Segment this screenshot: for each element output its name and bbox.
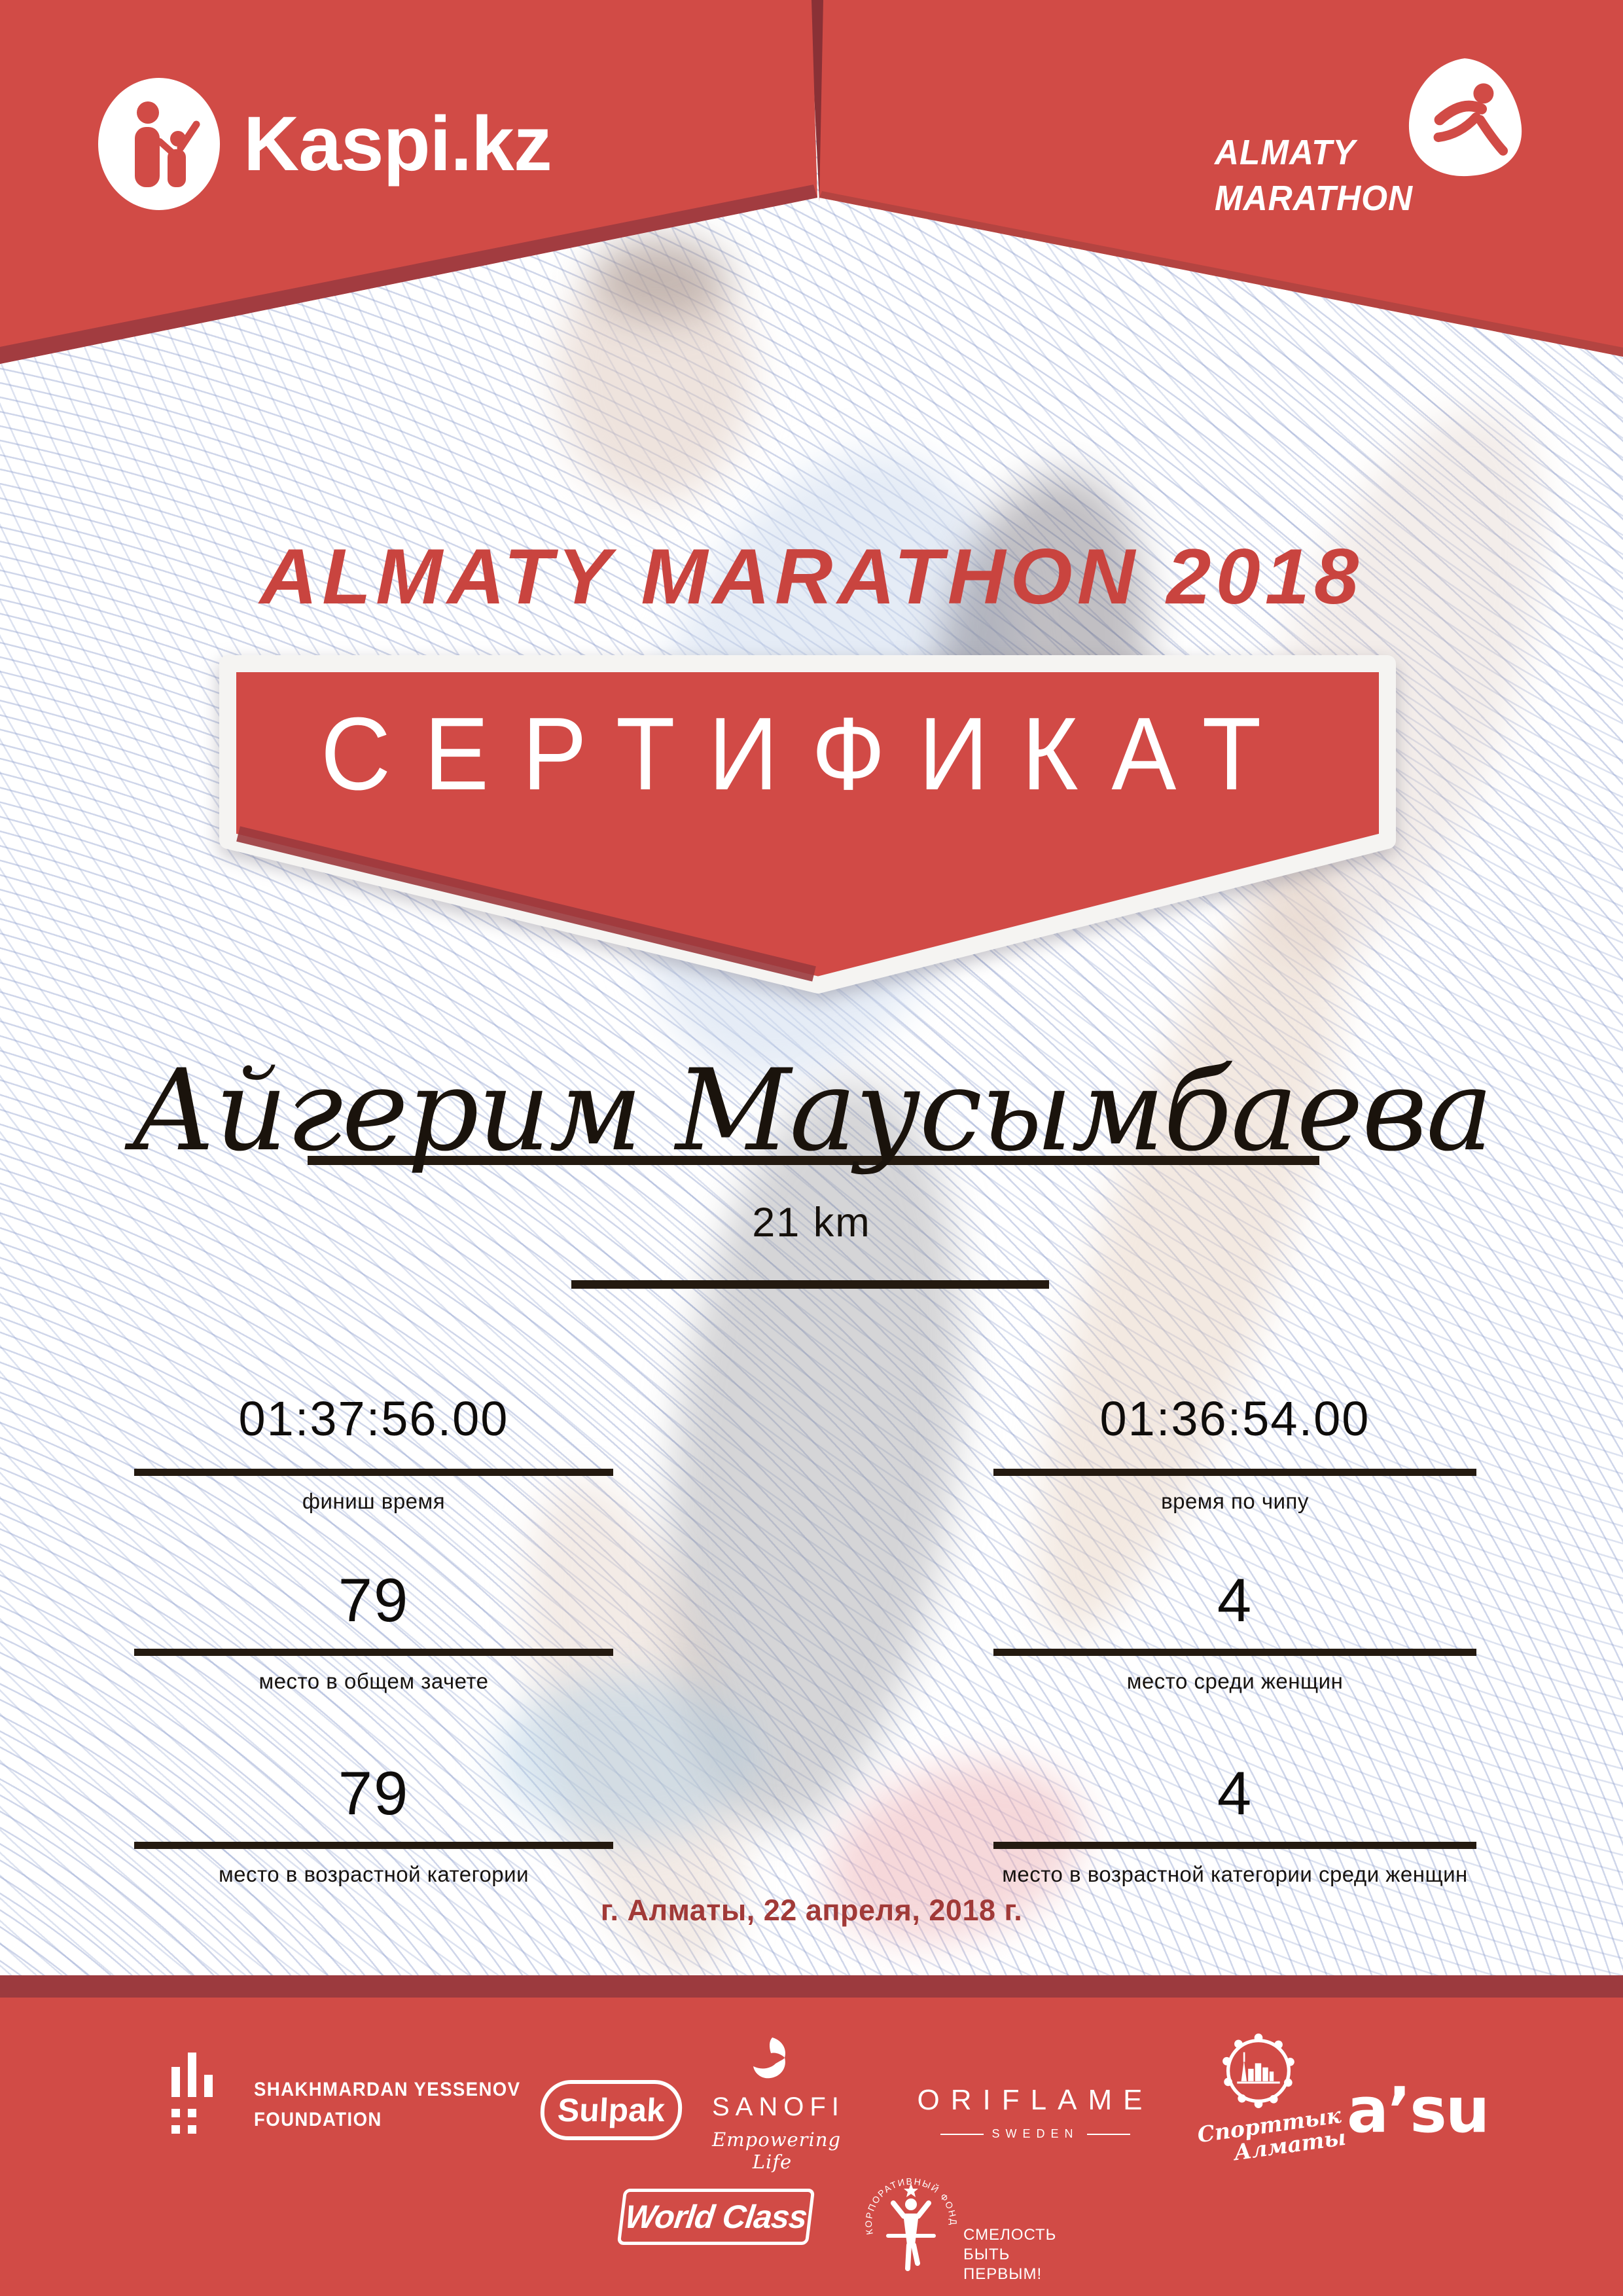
sporttyq-emblem-icon bbox=[1222, 2034, 1294, 2108]
certificate-banner bbox=[219, 655, 1396, 994]
fund-line3: ПЕРВЫМ! bbox=[963, 2265, 1043, 2283]
name-underline bbox=[308, 1156, 1319, 1165]
result-underline bbox=[134, 1649, 613, 1656]
certificate-banner-label: СЕРТИФИКАТ bbox=[320, 696, 1295, 812]
result-age-place: 79 место в возрастной категории bbox=[134, 1761, 613, 1887]
runners-photo-ghost bbox=[484, 236, 1606, 1975]
sponsor-smelost-fund: КОРПОРАТИВНЫЙ ФОНД СМЕЛОСТЬ БЫТЬ ПЕРВЫМ! bbox=[865, 2176, 1056, 2287]
result-underline bbox=[134, 1469, 613, 1476]
oriflame-rule-left bbox=[940, 2133, 984, 2135]
kaspi-logo: Kaspi.kz bbox=[97, 76, 552, 212]
result-label: место в возрастной категории bbox=[218, 1862, 529, 1886]
result-chip-time: 01:36:54.00 время по чипу bbox=[993, 1393, 1476, 1514]
result-value: 79 bbox=[338, 1566, 410, 1634]
oriflame-sub: SWEDEN bbox=[991, 2127, 1079, 2140]
kaspi-logo-icon bbox=[98, 78, 220, 210]
result-value: 79 bbox=[338, 1759, 410, 1827]
sponsor-world-class: World Class bbox=[616, 2189, 815, 2245]
footer-accent-band bbox=[0, 1975, 1623, 1998]
result-age-women-place: 4 место в возрастной категории среди жен… bbox=[993, 1761, 1476, 1887]
result-underline bbox=[993, 1469, 1476, 1476]
almaty-marathon-logo-line1: ALMATY bbox=[1215, 133, 1356, 172]
sponsors-footer: SHAKHMARDAN YESSENOV FOUNDATION Sulpak S… bbox=[0, 1998, 1623, 2296]
result-finish-time: 01:37:56.00 финиш время bbox=[134, 1393, 613, 1514]
recipient-name: Айгерим Маусымбаева bbox=[131, 1045, 1493, 1176]
yessenov-bars-icon bbox=[171, 2053, 213, 2134]
fund-line2: БЫТЬ bbox=[963, 2246, 1010, 2263]
yessenov-line1: SHAKHMARDAN YESSENOV bbox=[254, 2079, 521, 2100]
sanofi-tagline: Empowering Life bbox=[712, 2128, 842, 2173]
yessenov-line2: FOUNDATION bbox=[254, 2109, 382, 2130]
torch-fund-icon: КОРПОРАТИВНЫЙ ФОНД bbox=[865, 2176, 957, 2271]
sanofi-bird-icon bbox=[753, 2037, 786, 2079]
result-value: 01:36:54.00 bbox=[1099, 1391, 1370, 1446]
result-women-place: 4 место среди женщин bbox=[993, 1568, 1476, 1694]
sponsor-sulpak: Sulpak bbox=[539, 2080, 684, 2140]
result-label: место в возрастной категории среди женщи… bbox=[1002, 1862, 1468, 1886]
header-ribbon bbox=[0, 0, 1623, 364]
result-label: время по чипу bbox=[1161, 1489, 1309, 1513]
sponsor-yessenov-foundation: SHAKHMARDAN YESSENOV FOUNDATION bbox=[171, 2049, 544, 2142]
event-title: ALMATY MARATHON 2018 bbox=[259, 533, 1364, 620]
sanofi-label: SANOFI bbox=[712, 2092, 845, 2121]
world-class-label: World Class bbox=[623, 2198, 809, 2235]
sulpak-label: Sulpak bbox=[556, 2092, 666, 2128]
asu-label: aʼsu bbox=[1347, 2075, 1489, 2147]
result-label: место среди женщин bbox=[1126, 1669, 1344, 1693]
result-underline bbox=[993, 1649, 1476, 1656]
sponsor-sporttyq-almaty: Спорттык Алматы bbox=[1196, 2033, 1347, 2165]
result-value: 01:37:56.00 bbox=[238, 1391, 509, 1446]
sponsor-asu: aʼsu bbox=[1347, 2075, 1489, 2147]
result-underline bbox=[134, 1842, 613, 1849]
result-underline bbox=[993, 1842, 1476, 1849]
result-value: 4 bbox=[1217, 1759, 1253, 1827]
distance-underline bbox=[571, 1280, 1049, 1289]
oriflame-rule-right bbox=[1086, 2133, 1130, 2135]
runner-pick-icon bbox=[1408, 58, 1522, 177]
sponsor-sanofi: SANOFI Empowering Life bbox=[712, 2036, 845, 2173]
almaty-marathon-logo-line2: MARATHON bbox=[1215, 179, 1414, 218]
result-value: 4 bbox=[1217, 1566, 1253, 1634]
result-overall-place: 79 место в общем зачете bbox=[134, 1568, 613, 1694]
kaspi-logo-text: Kaspi.kz bbox=[243, 101, 552, 187]
oriflame-label: ORIFLAME bbox=[917, 2084, 1154, 2116]
fund-line1: СМЕЛОСТЬ bbox=[963, 2226, 1057, 2244]
sponsor-oriflame: ORIFLAME SWEDEN bbox=[911, 2084, 1160, 2141]
distance: 21 km bbox=[752, 1200, 871, 1246]
almaty-marathon-logo: ALMATY MARATHON bbox=[1215, 55, 1529, 238]
result-label: финиш время bbox=[302, 1489, 446, 1513]
result-label: место в общем зачете bbox=[259, 1669, 489, 1693]
date-place: г. Алматы, 22 апреля, 2018 г. bbox=[600, 1893, 1023, 1927]
